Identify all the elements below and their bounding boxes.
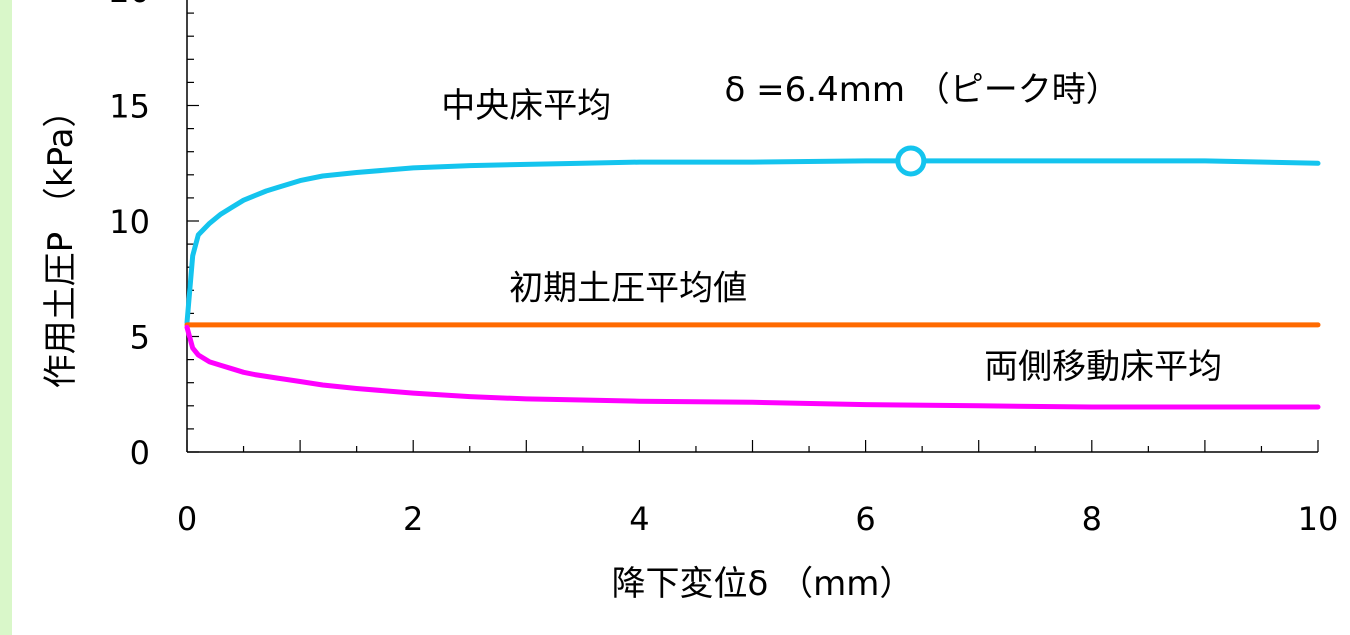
annotation-label-1: 中央床平均: [441, 86, 611, 126]
y-tick-label: 5: [130, 319, 150, 357]
y-axis-title: 作用土圧P （kPa）: [41, 94, 81, 389]
annotation-label-3: 両側移動床平均: [984, 347, 1222, 387]
y-tick-label: 10: [109, 203, 150, 241]
series-line-3: [184, 324, 1321, 410]
axes-group: [186, 0, 1319, 453]
series-line-1: [184, 158, 1321, 326]
left-edge-strip: [0, 0, 12, 635]
y-tick-label: 20: [109, 0, 150, 10]
annotation-label-4: δ =6.4mm （ピーク時）: [725, 70, 1120, 110]
x-tick-label: 6: [855, 500, 875, 538]
x-tick-label: 4: [629, 500, 649, 538]
x-tick-label: 8: [1082, 500, 1102, 538]
x-tick-label: 0: [177, 500, 197, 538]
series-group: [184, 145, 1321, 410]
y-tick-label: 0: [130, 434, 150, 472]
x-tick-label: 10: [1298, 500, 1339, 538]
x-axis-title: 降下変位δ （mm）: [612, 564, 914, 604]
x-tick-label: 2: [403, 500, 423, 538]
labels-group: 0 2 4 6 8 10 0 5 10 15 20 降下変位δ （mm） 作用土圧P （kPa） 中央床平…: [41, 0, 1338, 604]
y-tick-label: 15: [109, 88, 150, 126]
peak-marker: [895, 145, 927, 177]
annotation-label-2: 初期土圧平均値: [509, 269, 747, 309]
